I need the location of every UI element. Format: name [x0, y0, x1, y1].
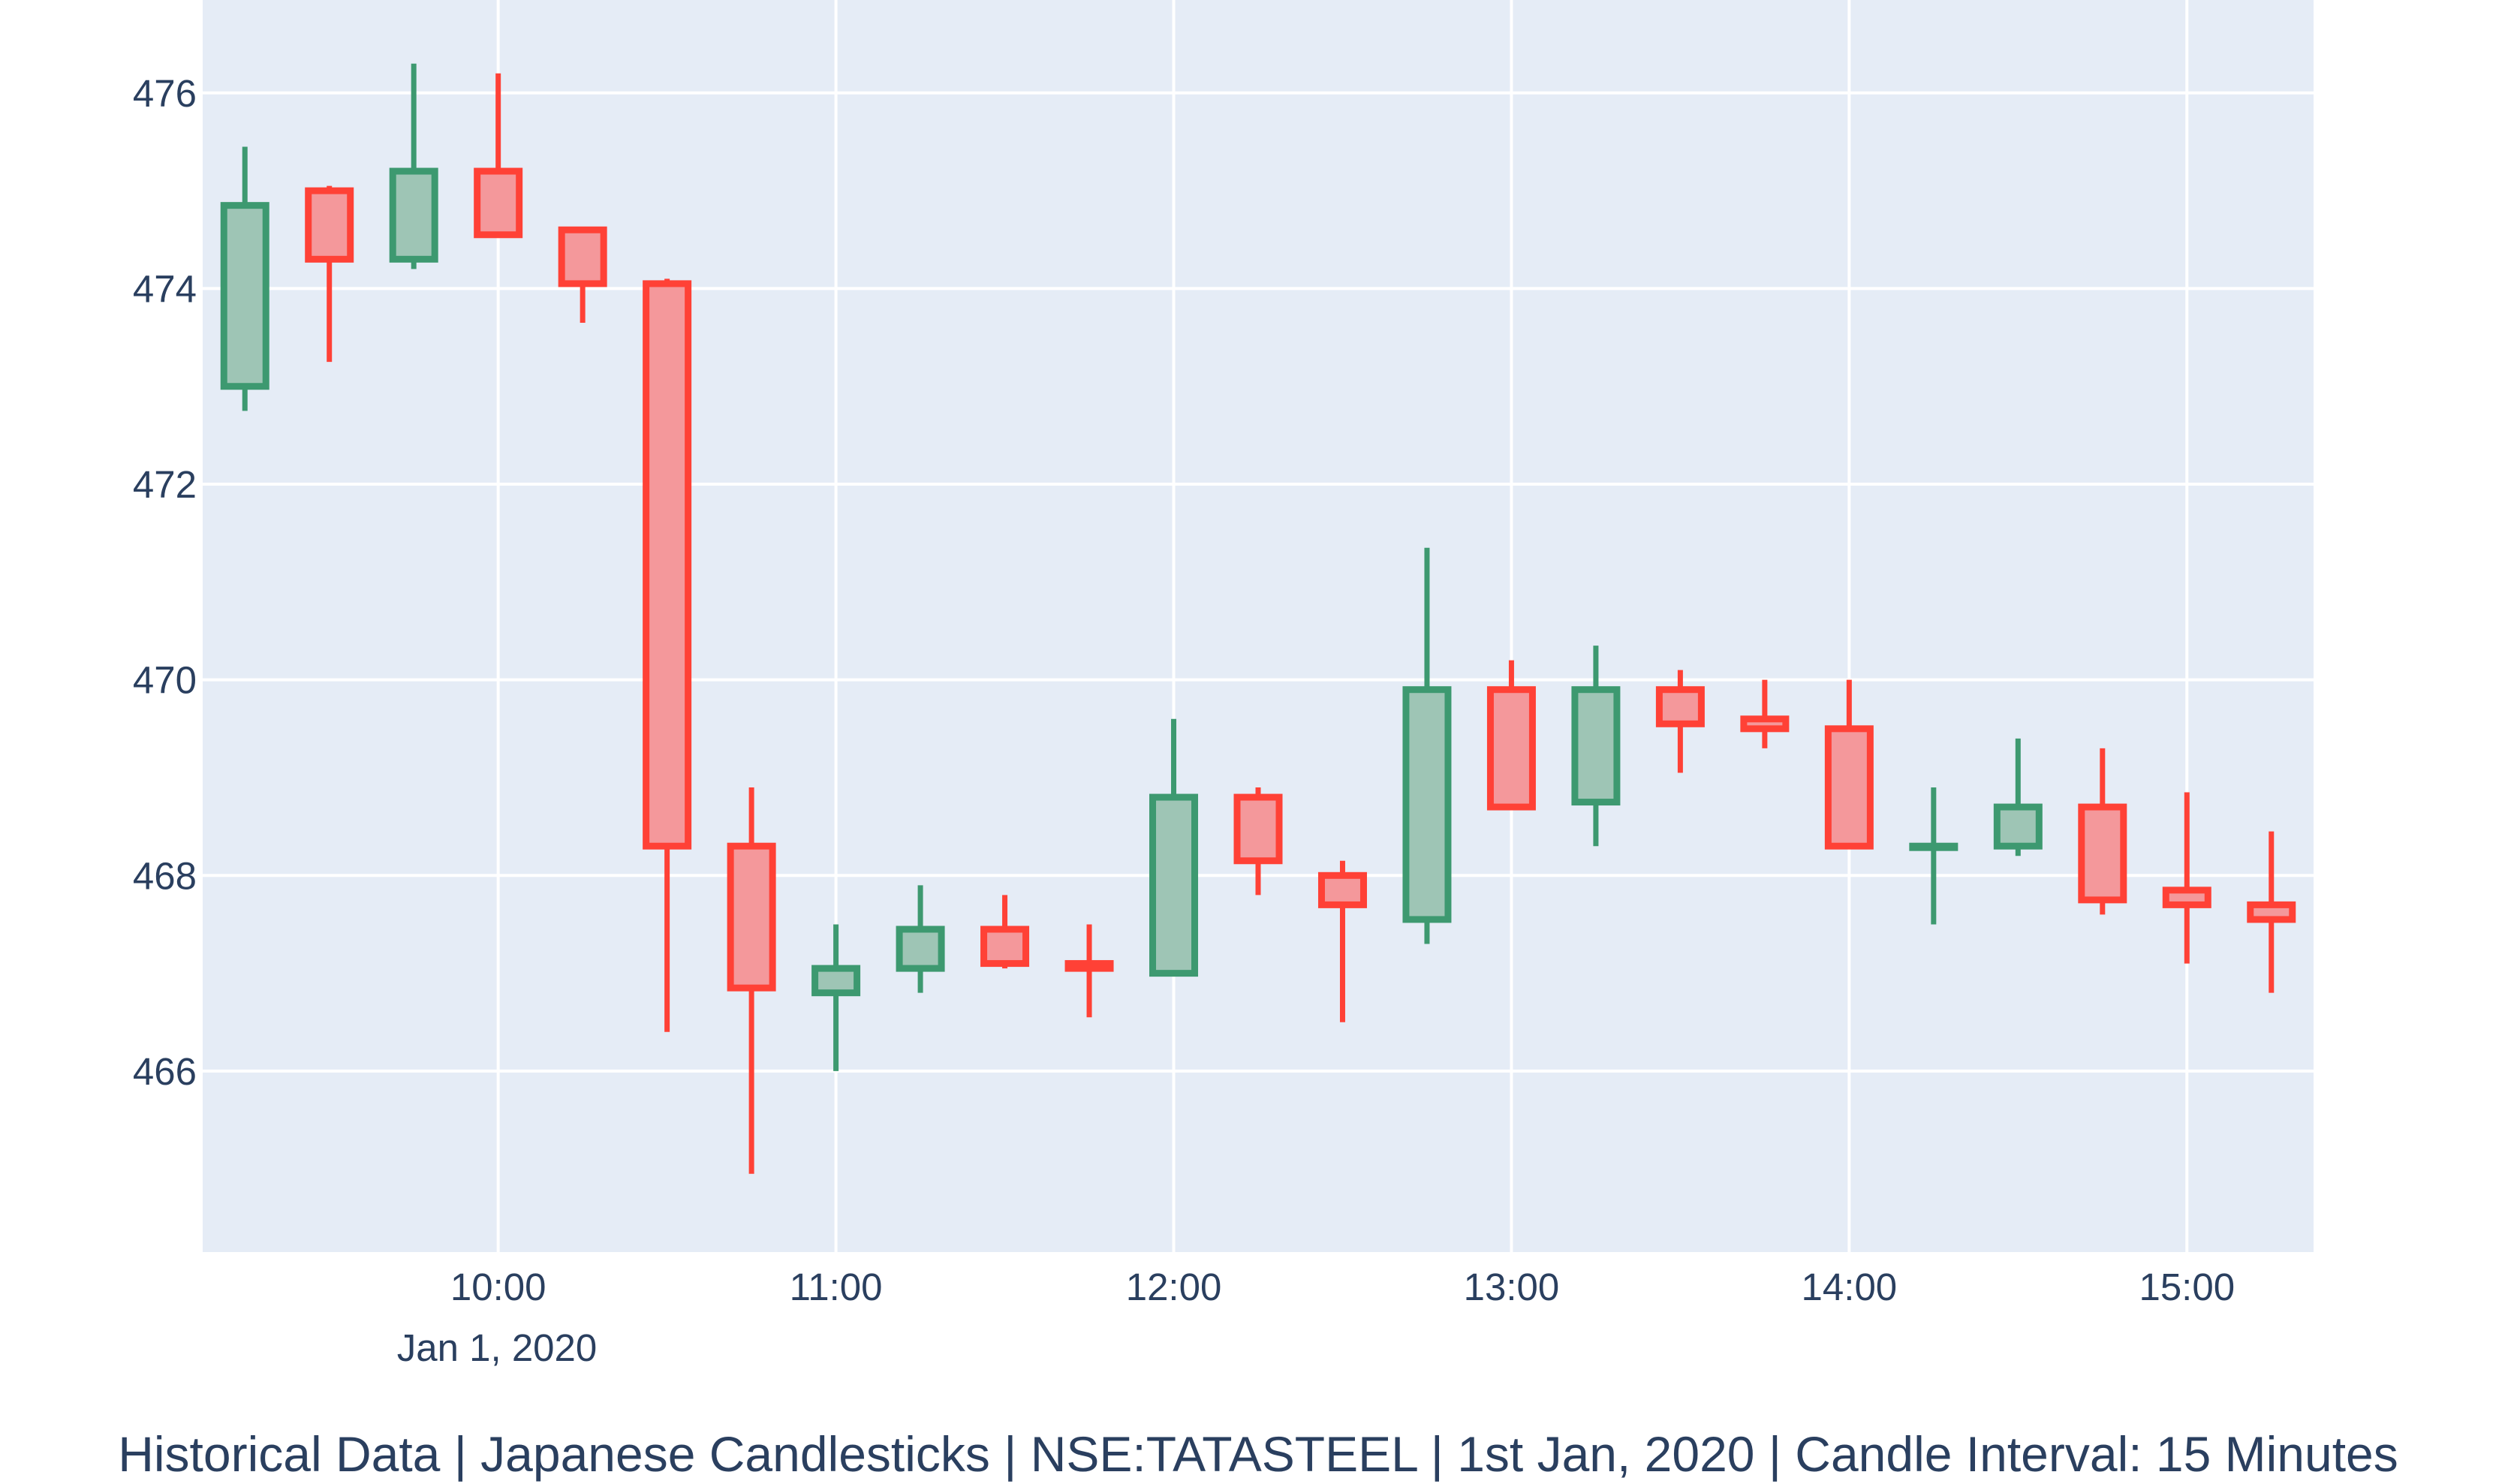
candle [2162, 792, 2211, 964]
candle-body [727, 842, 776, 992]
candle [2078, 748, 2127, 915]
candle [1402, 547, 1452, 944]
candle-body [305, 187, 354, 263]
candle-body [2078, 803, 2127, 904]
x-tick-label: 10:00 [450, 1266, 546, 1308]
candle-body [643, 280, 692, 850]
candle-body [1402, 686, 1452, 923]
candle [1740, 679, 1790, 748]
plot-background [203, 0, 2314, 1252]
x-tick-label: 11:00 [790, 1266, 883, 1308]
candle [980, 895, 1030, 969]
candle-body [1909, 842, 1959, 851]
candle-body [558, 226, 607, 287]
x-tick-label: 15:00 [2139, 1266, 2235, 1308]
candle [389, 63, 438, 269]
candle [474, 73, 523, 239]
y-tick-label: 474 [133, 267, 197, 310]
candle [1655, 670, 1705, 773]
candle-body [220, 202, 269, 390]
candle-body [2162, 886, 2211, 908]
candle-body [1233, 793, 1283, 865]
chart-caption: Historical Data | Japanese Candlesticks … [118, 1426, 2398, 1482]
candle [2247, 831, 2296, 993]
candle-body [1064, 960, 1114, 972]
candle-body [1571, 686, 1621, 806]
candle [1233, 787, 1283, 896]
candle-body [1317, 871, 1367, 908]
y-tick-label: 468 [133, 854, 197, 897]
candle-body [474, 167, 523, 239]
x-axis-ticks: 10:00 11:00 12:00 13:00 14:00 15:00 [450, 1266, 2235, 1308]
x-tick-label: 14:00 [1802, 1266, 1898, 1308]
candle-body [2247, 901, 2296, 923]
y-tick-label: 466 [133, 1050, 197, 1093]
candle [1149, 718, 1199, 977]
candle [896, 885, 945, 993]
y-tick-label: 472 [133, 463, 197, 506]
candle-body [389, 167, 438, 263]
candle [811, 924, 861, 1071]
candle [727, 787, 776, 1174]
candle [1909, 787, 1959, 925]
candle-body [1740, 715, 1790, 733]
candle [220, 146, 269, 411]
candle [1064, 924, 1114, 1018]
candle [1824, 679, 1874, 850]
candle-body [811, 965, 861, 997]
candle-body [1824, 725, 1874, 850]
candle [1571, 646, 1621, 847]
y-axis-ticks: 466 468 470 472 474 476 [133, 72, 197, 1093]
candle-body [980, 926, 1030, 968]
y-tick-label: 476 [133, 72, 197, 115]
candle [643, 278, 692, 1032]
candles [220, 63, 2296, 1174]
x-tick-label: 13:00 [1464, 1266, 1560, 1308]
candle [305, 185, 354, 363]
candle [1993, 738, 2043, 856]
candle-body [1486, 686, 1536, 811]
candle [1317, 860, 1367, 1022]
candle-body [896, 926, 945, 972]
candle-body [1655, 686, 1705, 727]
x-tick-label: 12:00 [1126, 1266, 1222, 1308]
candle-body [1149, 793, 1199, 977]
x-axis-date-label: Jan 1, 2020 [397, 1326, 598, 1369]
candle [1486, 660, 1536, 811]
candle-body [1993, 803, 2043, 850]
candle [558, 226, 607, 324]
y-tick-label: 470 [133, 659, 197, 702]
